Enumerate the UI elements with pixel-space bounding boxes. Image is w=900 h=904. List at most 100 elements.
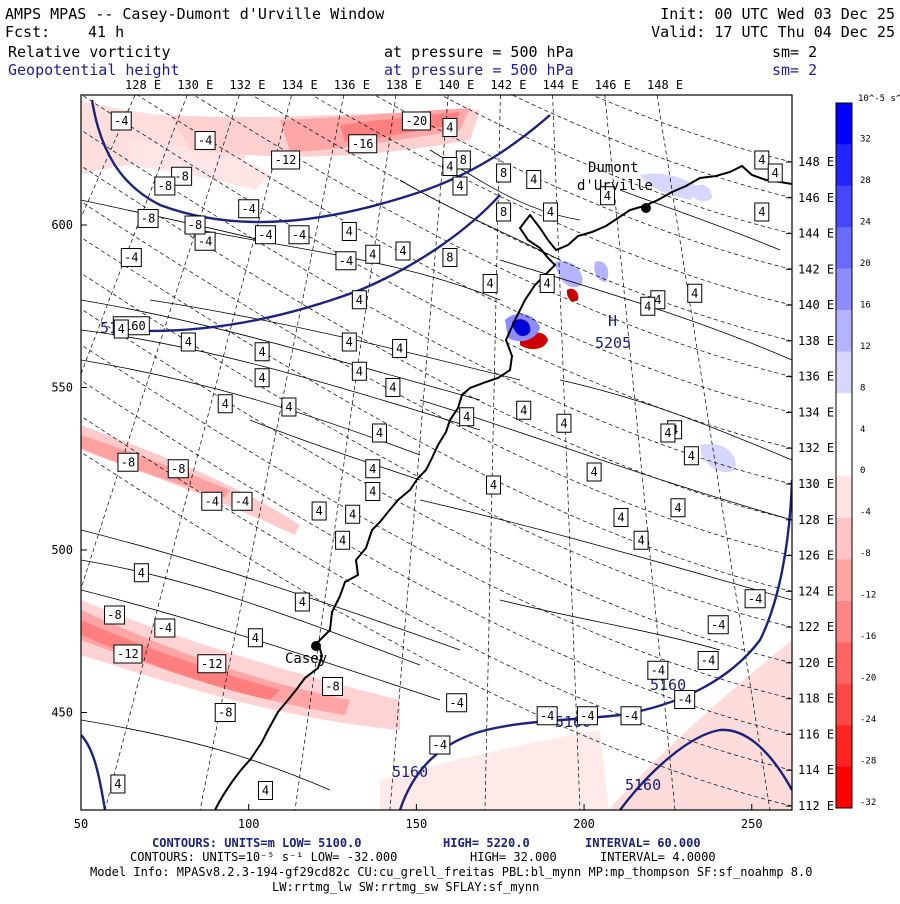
vorticity-label-box: [452, 176, 468, 196]
vorticity-label-text: 4: [446, 121, 453, 135]
vorticity-label-text: 4: [530, 173, 537, 187]
vorticity-label: -8: [214, 703, 236, 722]
vorticity-label-box: [167, 459, 189, 479]
height-label-5160-se: 5160: [625, 776, 661, 794]
vorticity-label-text: 8: [446, 251, 453, 265]
right-lon-label: 128 E: [798, 513, 834, 527]
vorticity-label-text: 4: [222, 397, 229, 411]
vorticity-label-box: [486, 475, 502, 495]
vorticity-label-box: [442, 157, 458, 176]
x-tick-label: 250: [741, 817, 763, 831]
vorticity-label: -16: [348, 134, 378, 154]
vorticity-label: 4: [516, 400, 532, 420]
vorticity-label-box: [214, 703, 236, 722]
vorticity-label-text: -8: [121, 455, 135, 469]
vorticity-label-text: 4: [591, 465, 598, 479]
vorticity-label-text: 4: [691, 286, 698, 300]
dumont-label-2: d'Urville: [577, 178, 653, 194]
vorticity-label-box: [429, 735, 451, 755]
vorticity-label-text: -4: [540, 709, 554, 723]
vorticity-label-text: 4: [487, 277, 494, 291]
vorticity-label-box: [543, 202, 559, 222]
vorticity-label-text: 4: [758, 153, 765, 167]
vorticity-label-box: [365, 459, 381, 479]
vorticity-label-box: [754, 150, 770, 170]
colorbar-segment: [836, 725, 852, 767]
parallel-line: [251, 95, 792, 342]
vorticity-label: -4: [674, 690, 696, 709]
vorticity-label: 8: [496, 202, 512, 222]
top-lon-label: 140 E: [438, 78, 474, 92]
vorticity-label-text: 4: [369, 247, 376, 261]
vorticity-label: -8: [167, 459, 189, 479]
vorticity-label-box: [613, 508, 629, 527]
vorticity-label-text: 4: [688, 449, 695, 463]
vorticity-label: 4: [385, 378, 401, 397]
vorticity-label-box: [640, 296, 656, 316]
vorticity-label: 4: [371, 423, 387, 443]
vorticity-label-text: 4: [772, 166, 779, 180]
vorticity-label: -4: [707, 615, 729, 635]
vorticity-label-box: [113, 319, 129, 339]
vorticity-label: -4: [201, 491, 223, 511]
colorbar-label: 4: [860, 425, 865, 435]
parallel-line: [81, 236, 792, 592]
vorticity-label: 4: [133, 563, 149, 583]
vorticity-label-box: [288, 225, 310, 245]
vorticity-label-text: 4: [544, 277, 551, 291]
vorticity-label-box: [247, 628, 263, 648]
colorbar-label: 24: [860, 217, 871, 227]
vorticity-label-box: [281, 397, 297, 417]
vorticity-label: 4: [442, 157, 458, 176]
top-lon-label: 146 E: [595, 78, 631, 92]
height-label-5205: 5205: [595, 334, 631, 352]
vorticity-label-box: [110, 774, 126, 794]
colorbar-label: -24: [860, 715, 876, 725]
vorticity-label-box: [516, 400, 532, 420]
vorticity-label-text: -4: [339, 254, 353, 268]
colorbar-segment: [836, 600, 852, 643]
vorticity-label: 4: [442, 118, 458, 137]
vorticity-label-text: 4: [463, 410, 470, 424]
vorticity-label: 4: [365, 482, 381, 501]
vorticity-label: 4: [311, 501, 327, 521]
valid-time: Valid: 17 UTC Thu 04 Dec 25: [651, 23, 895, 41]
vorticity-label-box: [647, 660, 669, 680]
vorticity-label-box: [341, 222, 357, 241]
vorticity-label-box: [133, 563, 149, 583]
vorticity-label: 4: [351, 361, 367, 381]
vorticity-label: 4: [600, 186, 616, 206]
vorticity-label: -4: [697, 651, 719, 670]
vorticity-label: 4: [341, 332, 357, 352]
vorticity-label-text: -4: [114, 114, 128, 128]
vorticity-label: 4: [543, 202, 559, 222]
meridian-line: [199, 95, 345, 810]
vorticity-label-box: [576, 706, 598, 726]
right-lon-label: 126 E: [798, 549, 834, 563]
right-lon-label: 132 E: [798, 441, 834, 455]
vorticity-label: 4: [351, 290, 367, 310]
vorticity-label-box: [392, 339, 408, 358]
colorbar-label: -4: [860, 508, 871, 518]
colorbar-segment: [836, 766, 852, 808]
vorticity-label-box: [184, 215, 206, 235]
field1-name: Relative vorticity: [8, 43, 171, 61]
fcst-value: 41 h: [88, 23, 124, 41]
top-lon-label: 130 E: [177, 78, 213, 92]
vorticity-label-text: 4: [376, 426, 383, 440]
colorbar-label: 20: [860, 259, 871, 269]
init-time: Init: 00 UTC Wed 03 Dec 25: [660, 5, 895, 23]
vorticity-label: 4: [526, 170, 542, 189]
vorticity-label-text: 4: [349, 507, 356, 521]
colorbar-label: -8: [860, 549, 871, 559]
vorticity-label-text: -4: [677, 693, 691, 707]
parallel-line: [81, 451, 792, 807]
colorbar-segment: [836, 434, 852, 477]
parallel-line: [81, 95, 792, 449]
x-tick-label: 150: [406, 817, 428, 831]
vorticity-label: -12: [113, 644, 143, 664]
vorticity-label-text: -4: [292, 228, 306, 242]
vorticity-label: -4: [335, 251, 357, 271]
vorticity-label-text: 4: [446, 160, 453, 174]
